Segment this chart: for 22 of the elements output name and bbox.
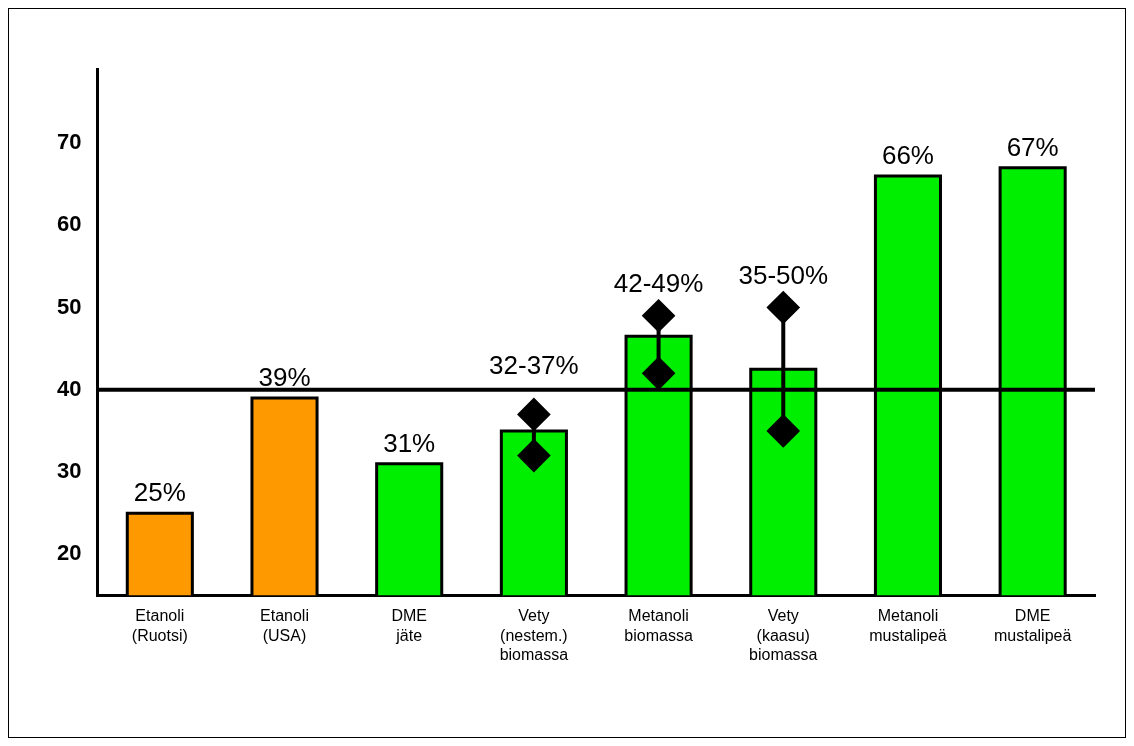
x-tick-label: Etanoli (USA) <box>260 607 309 644</box>
x-tick-label: DME jäte <box>391 607 427 644</box>
x-tick-label: Metanoli biomassa <box>624 607 693 644</box>
annotation: 35-50% <box>738 259 829 290</box>
data-label: 31% <box>383 427 436 458</box>
y-tick-label: 70 <box>56 129 82 155</box>
y-tick-label: 50 <box>56 293 82 319</box>
annotation: 32-37% <box>489 349 579 380</box>
x-tick-label: Vety (nestem.) biomassa <box>499 607 569 663</box>
x-tick-label: Etanoli (Ruotsi) <box>131 607 188 644</box>
y-tick-label: 60 <box>56 211 82 237</box>
data-label: 39% <box>258 362 311 393</box>
y-tick-label: 20 <box>56 540 82 566</box>
data-label: 67% <box>1006 131 1059 162</box>
annotation: 42-49% <box>613 267 704 298</box>
y-tick-label: 40 <box>56 375 82 401</box>
x-tick-label: Vety (kaasu) biomassa <box>749 607 818 663</box>
y-tick-label: 30 <box>56 458 82 484</box>
x-tick-label: Metanoli mustalipeä <box>869 607 947 644</box>
data-label: 25% <box>133 477 186 508</box>
x-tick-label: DME mustalipeä <box>993 607 1072 644</box>
data-label: 66% <box>881 140 934 171</box>
